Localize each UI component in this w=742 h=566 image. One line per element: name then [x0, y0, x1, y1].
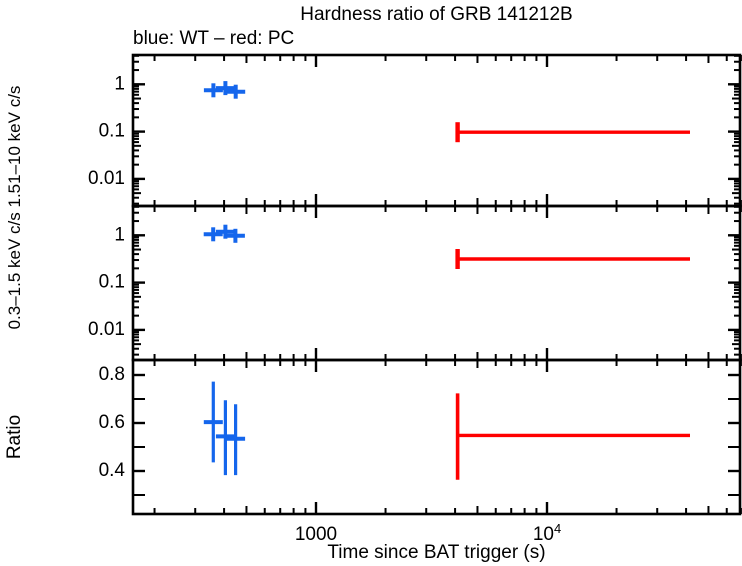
svg-text:0.01: 0.01: [88, 319, 125, 340]
svg-text:1: 1: [114, 224, 125, 245]
svg-text:Time since BAT trigger (s): Time since BAT trigger (s): [327, 542, 545, 563]
svg-text:Hardness ratio of GRB 141212B: Hardness ratio of GRB 141212B: [300, 4, 573, 25]
svg-text:0.1: 0.1: [99, 272, 125, 293]
svg-text:0.6: 0.6: [99, 412, 125, 433]
svg-text:0.4: 0.4: [99, 460, 126, 481]
svg-text:0.3–1.5 keV c/s 1.51–10 keV c: 0.3–1.5 keV c/s 1.51–10 keV c/s: [5, 86, 24, 330]
svg-text:0.8: 0.8: [99, 364, 125, 385]
svg-text:blue: WT – red: PC: blue: WT – red: PC: [133, 28, 294, 49]
svg-text:0.01: 0.01: [88, 168, 125, 189]
svg-text:Ratio: Ratio: [4, 415, 25, 459]
svg-text:0.1: 0.1: [99, 121, 125, 142]
svg-text:1: 1: [114, 73, 125, 94]
